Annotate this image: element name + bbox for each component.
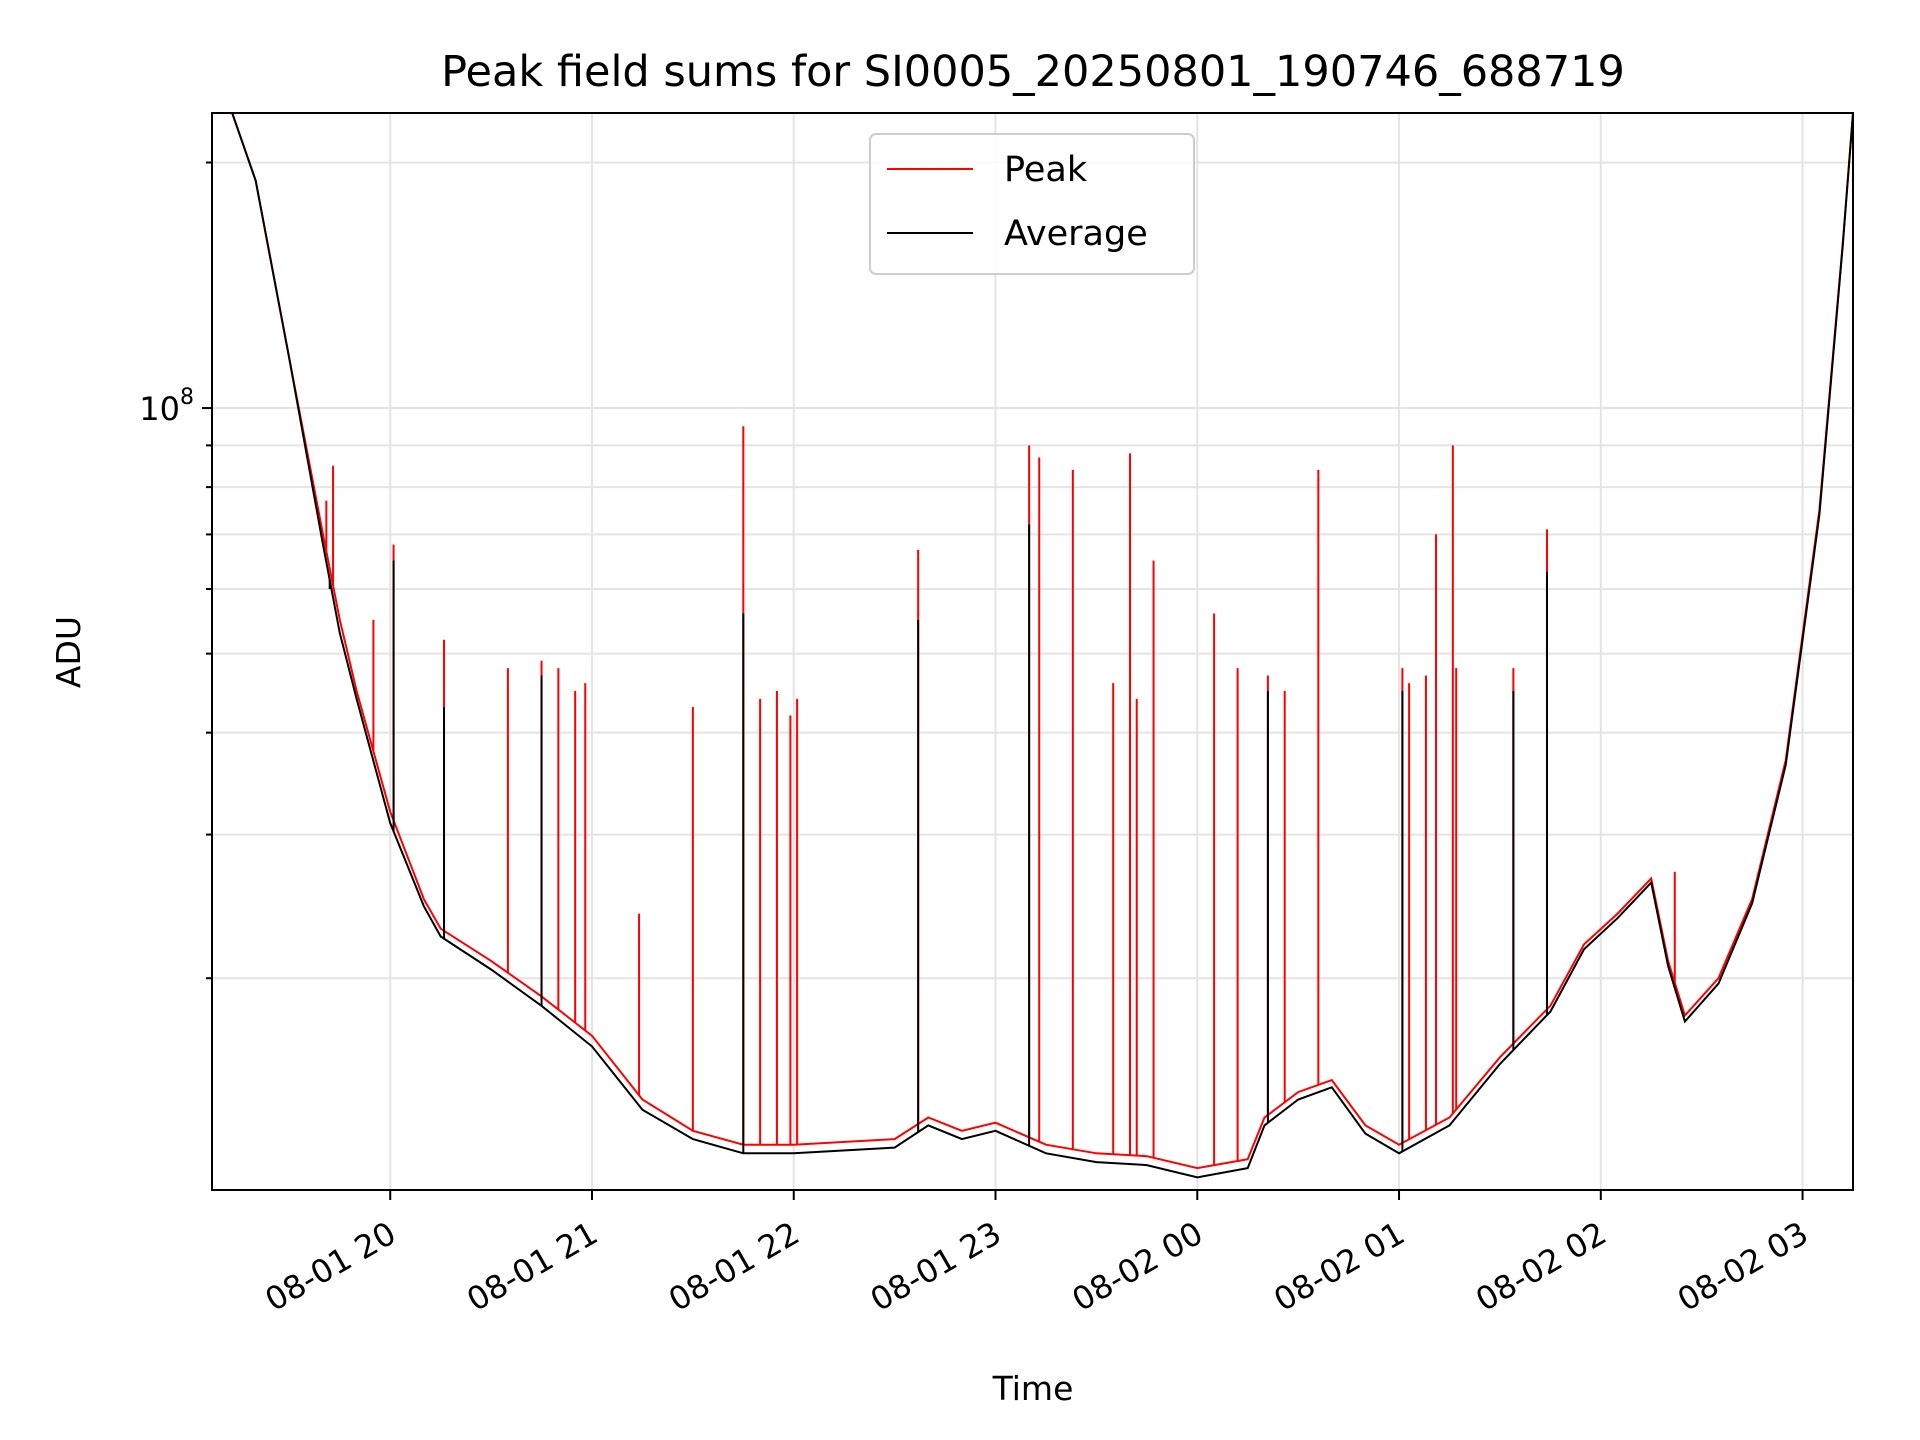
y-axis-label: ADU — [49, 616, 88, 688]
series-average-line — [212, 113, 1853, 1179]
legend-label-peak: Peak — [1004, 150, 1088, 190]
chart-title: Peak field sums for SI0005_20250801_1907… — [441, 47, 1625, 97]
legend-label-average: Average — [1004, 214, 1148, 254]
plot-area — [212, 113, 1853, 1179]
plot-frame — [211, 112, 1854, 1191]
legend: Peak Average — [869, 133, 1195, 275]
grid — [212, 113, 1853, 1190]
plot-series — [212, 113, 1853, 1179]
y-tick-label: 108 — [139, 385, 194, 428]
x-axis-label: Time — [992, 1369, 1074, 1408]
